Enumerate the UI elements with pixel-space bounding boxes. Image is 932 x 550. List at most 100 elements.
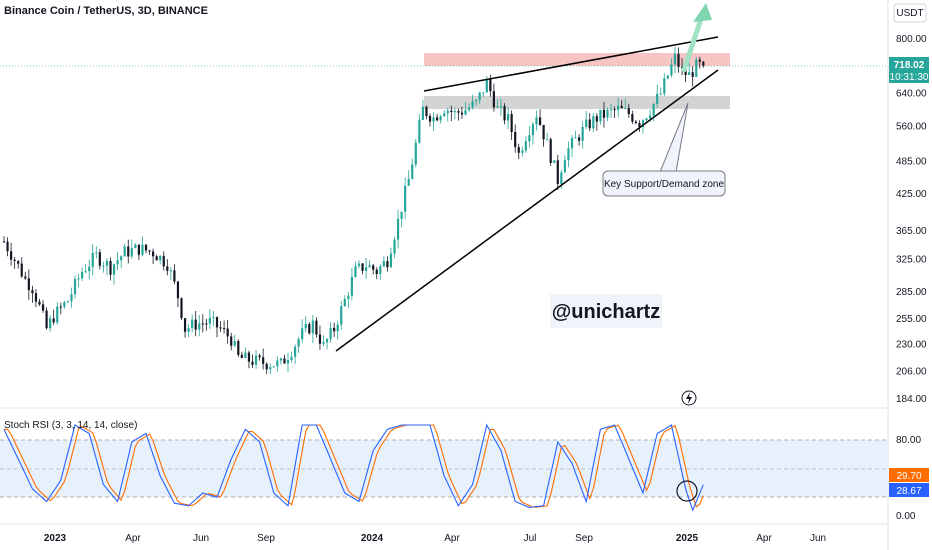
candle-body bbox=[169, 270, 172, 272]
candle-body bbox=[645, 118, 648, 121]
candle-body bbox=[457, 111, 460, 113]
rsi-tick-80: 80.00 bbox=[896, 435, 921, 446]
candle-body bbox=[389, 253, 393, 268]
rsi-d-line bbox=[4, 424, 704, 508]
candle-body bbox=[421, 106, 424, 120]
candle-body bbox=[81, 271, 84, 279]
rsi-title: Stoch RSI (3, 3, 14, 14, close) bbox=[4, 420, 137, 431]
candle-body bbox=[116, 260, 119, 265]
candle-body bbox=[436, 117, 439, 121]
candle-body bbox=[297, 339, 300, 347]
candle-body bbox=[627, 108, 630, 115]
candle-body bbox=[127, 246, 130, 257]
watermark-text: @unichartz bbox=[552, 301, 660, 323]
price-tick-label: 485.00 bbox=[896, 157, 927, 168]
candle-body bbox=[691, 72, 694, 77]
rsi-d-badge bbox=[889, 468, 929, 482]
candle-body bbox=[52, 318, 55, 323]
candle-body bbox=[49, 318, 52, 329]
candle-body bbox=[528, 135, 531, 142]
candle-body bbox=[620, 105, 623, 109]
candle-body bbox=[34, 293, 38, 302]
candle-body bbox=[240, 354, 243, 358]
candle-body bbox=[144, 244, 148, 251]
candle-body bbox=[411, 164, 414, 179]
rsi-k-line bbox=[3, 423, 704, 512]
candle-body bbox=[702, 61, 705, 66]
candle-body bbox=[649, 115, 652, 119]
candle-body bbox=[91, 252, 94, 267]
price-tick-label: 255.00 bbox=[896, 314, 927, 325]
candle-body bbox=[450, 110, 453, 113]
candle-body bbox=[641, 120, 645, 127]
candle-body bbox=[205, 323, 208, 325]
callout-text: Key Support/Demand zone bbox=[604, 179, 725, 190]
candle-body bbox=[6, 241, 9, 252]
candle-body bbox=[499, 106, 503, 108]
time-tick-label: 2025 bbox=[676, 533, 699, 544]
support-demand-zone bbox=[424, 96, 730, 109]
candle-body bbox=[585, 119, 588, 128]
candle-body bbox=[531, 124, 535, 136]
candle-body bbox=[670, 64, 673, 76]
candle-body bbox=[20, 263, 23, 277]
candle-body bbox=[673, 53, 677, 65]
upper-trendline[interactable] bbox=[423, 36, 719, 92]
candle-body bbox=[514, 132, 517, 148]
candle-body bbox=[375, 269, 378, 275]
candle-body bbox=[489, 79, 492, 92]
candle-body bbox=[301, 328, 304, 340]
candle-body bbox=[283, 358, 286, 364]
callout-box[interactable] bbox=[602, 170, 726, 197]
lightning-icon[interactable] bbox=[681, 390, 697, 406]
candle-body bbox=[688, 72, 691, 75]
candle-body bbox=[98, 252, 101, 266]
candle-body bbox=[446, 110, 449, 114]
candle-body bbox=[659, 93, 662, 95]
candle-body bbox=[88, 266, 91, 272]
candle-body bbox=[318, 334, 322, 344]
candle-body bbox=[215, 317, 219, 328]
candle-body bbox=[546, 139, 549, 141]
candle-body bbox=[329, 327, 332, 340]
candle-body bbox=[638, 122, 641, 127]
candle-body bbox=[166, 266, 169, 271]
time-axis[interactable]: 2023 Apr Jun Sep 2024 Apr Jul Sep 2025 Apr Jun bbox=[44, 533, 826, 544]
rsi-k-badge bbox=[889, 483, 929, 497]
candle-body bbox=[393, 239, 396, 254]
price-axis[interactable]: USDT 800.00 640.00 560.00 485.00 425.00 365.0… bbox=[893, 3, 927, 405]
candle-body bbox=[322, 342, 325, 344]
candle-body bbox=[233, 340, 236, 346]
candle-body bbox=[574, 137, 577, 139]
time-tick-label: Apr bbox=[125, 533, 141, 544]
candle-body bbox=[176, 281, 180, 299]
candle-body bbox=[542, 124, 545, 140]
candle-body bbox=[105, 260, 109, 266]
lower-trendline[interactable] bbox=[335, 69, 719, 352]
candle-body bbox=[56, 306, 59, 323]
candle-body bbox=[553, 160, 556, 163]
candle-body bbox=[308, 324, 311, 334]
candle-body bbox=[59, 306, 62, 308]
candle-body bbox=[141, 244, 144, 255]
candle-body bbox=[24, 276, 27, 279]
price-tick-label: 285.00 bbox=[896, 287, 927, 298]
candle-body bbox=[563, 160, 566, 173]
candle-body bbox=[191, 319, 194, 329]
candle-body bbox=[350, 276, 353, 296]
breakout-arrow bbox=[681, 3, 712, 73]
candle-body bbox=[570, 138, 574, 149]
candle-body bbox=[538, 117, 542, 125]
time-tick-label: Sep bbox=[575, 533, 593, 544]
candle-body bbox=[112, 264, 116, 275]
candle-body bbox=[677, 53, 680, 67]
candle-body bbox=[471, 101, 474, 108]
price-tick-label: 230.00 bbox=[896, 339, 927, 350]
candle-body bbox=[666, 75, 669, 79]
candle-body bbox=[265, 363, 268, 370]
candle-body bbox=[595, 116, 598, 122]
candle-body bbox=[286, 360, 290, 364]
candle-body bbox=[290, 356, 293, 361]
candle-body bbox=[634, 121, 637, 123]
